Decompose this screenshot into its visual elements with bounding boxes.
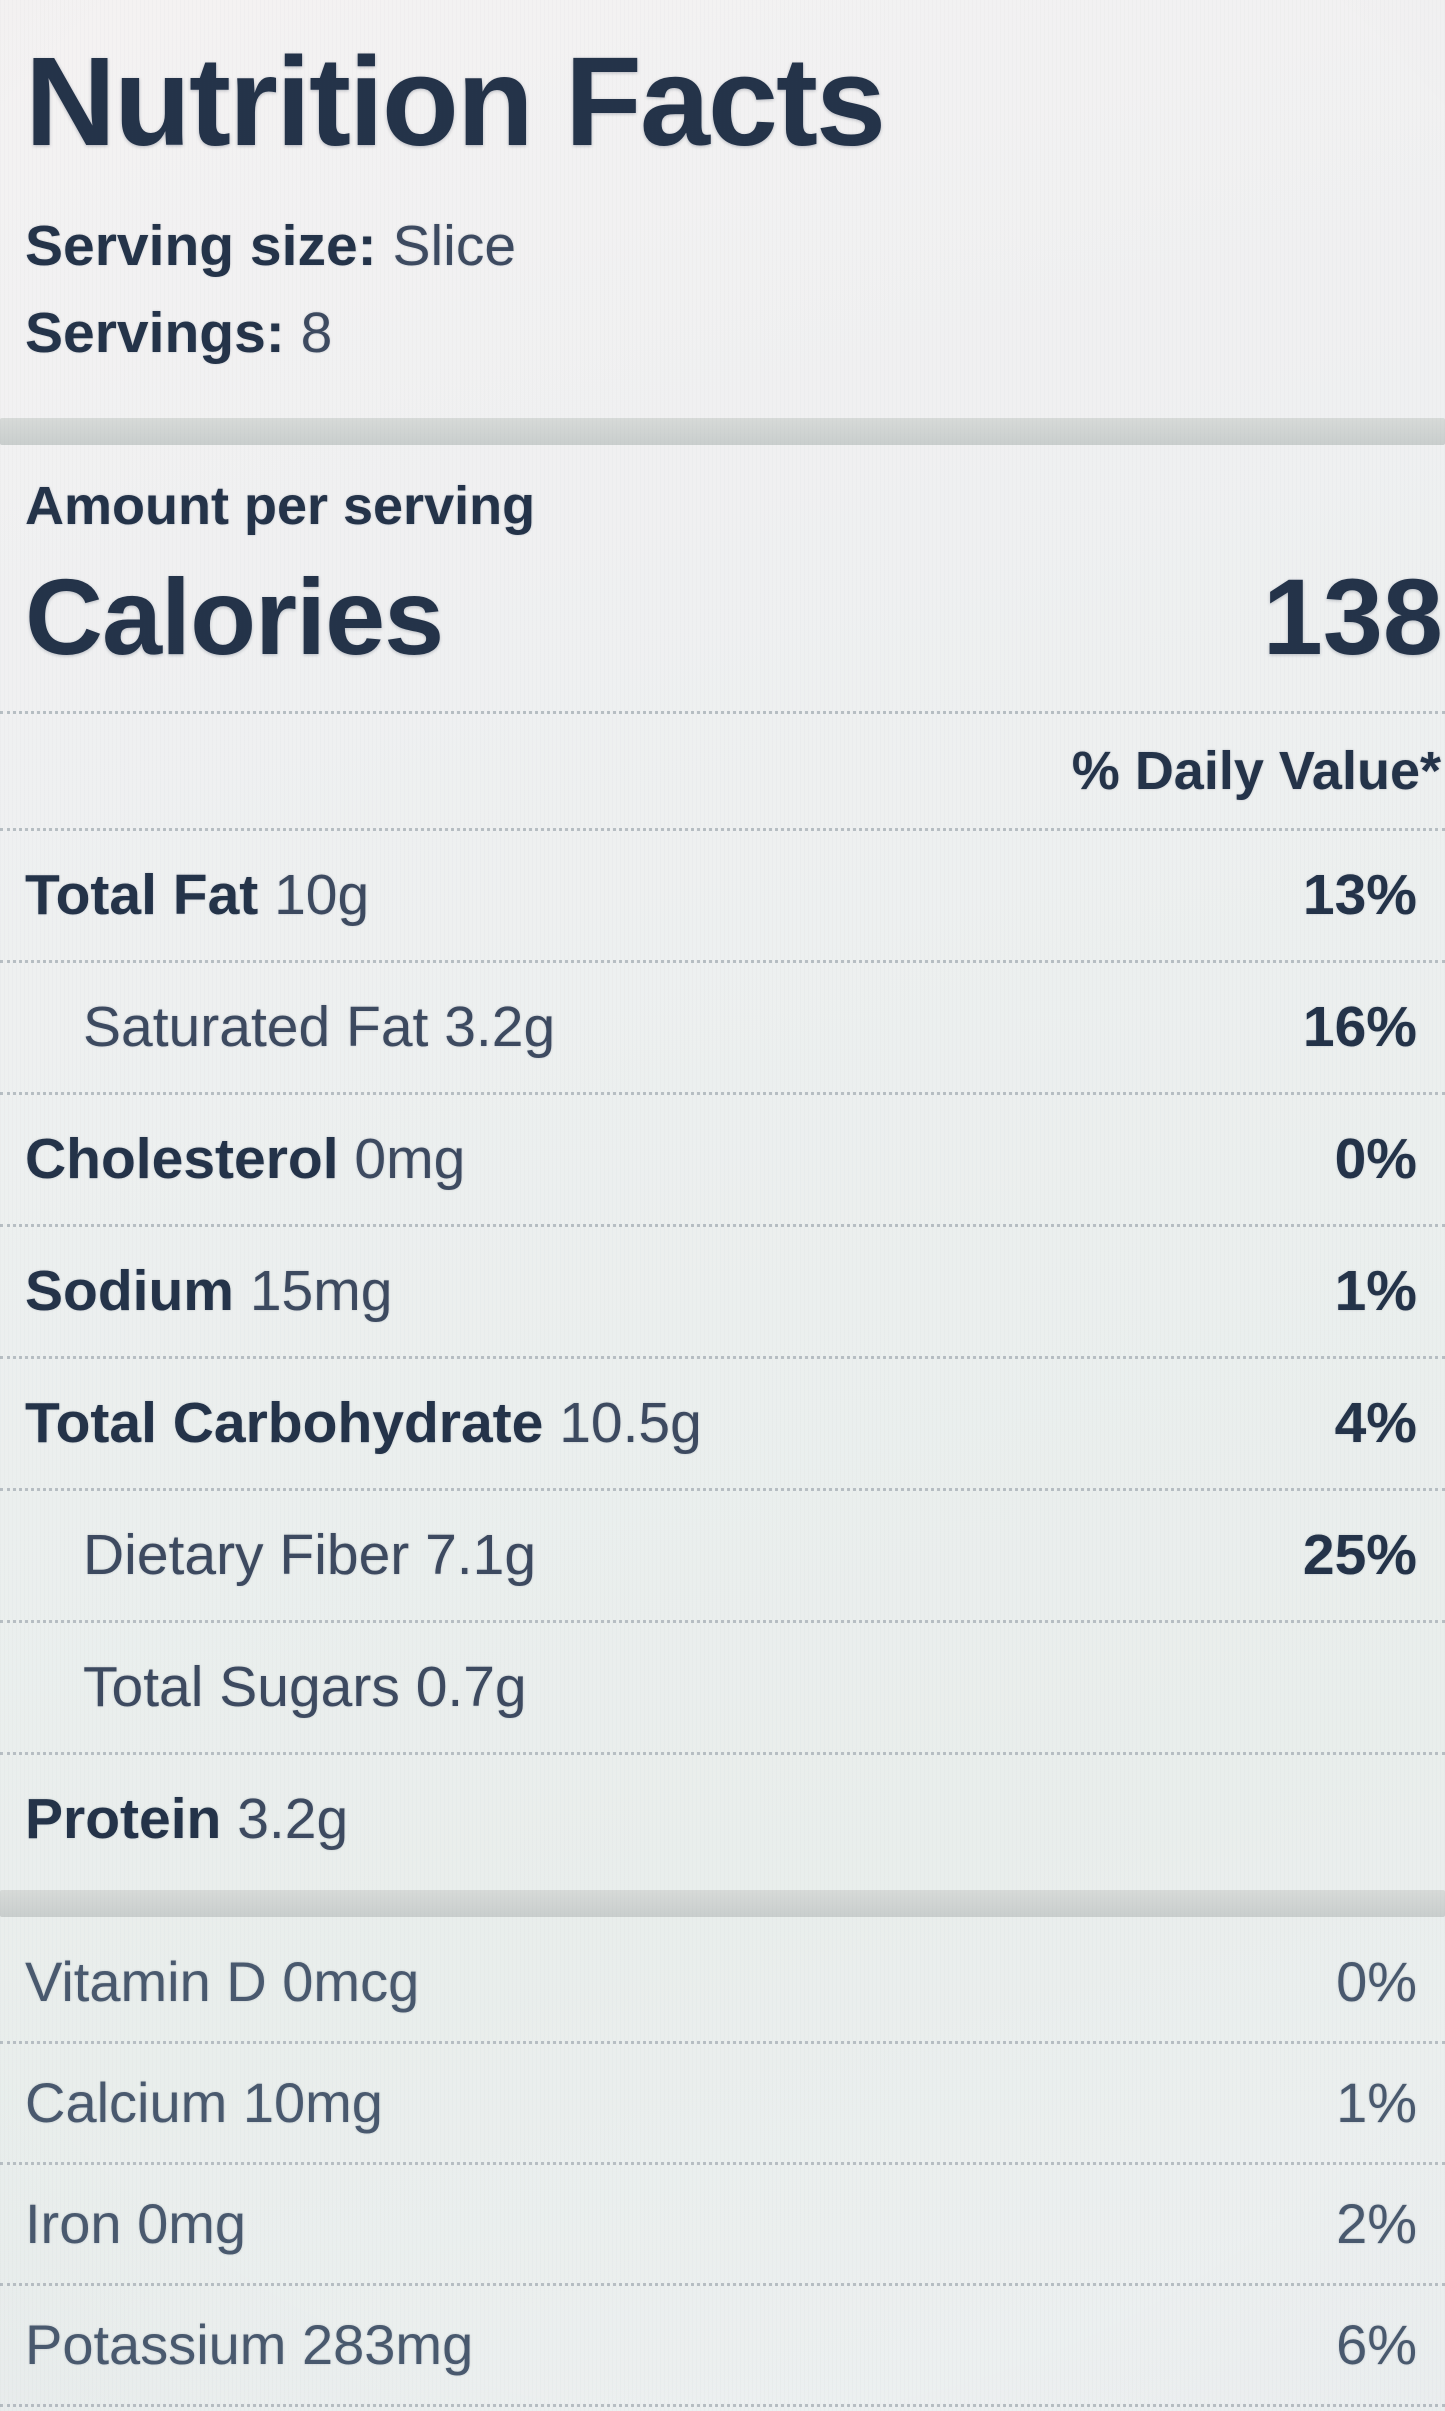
nutrient-row: Calcium 10mg 1% [0, 2041, 1445, 2162]
nutrient-name-amount: Cholesterol 0mg [25, 1127, 466, 1192]
nutrient-row: Saturated Fat 3.2g 16% [0, 960, 1445, 1092]
nutrient-row: Total Sugars 0.7g [0, 1620, 1445, 1752]
calories-value: 138 [1262, 556, 1443, 678]
nutrient-name-amount: Total Fat 10g [25, 863, 370, 928]
serving-size-label: Serving size: [25, 214, 377, 279]
nutrient-row: Cholesterol 0mg 0% [0, 1092, 1445, 1224]
nutrient-daily-value: 6% [1336, 2313, 1417, 2377]
servings-value: 8 [300, 301, 333, 366]
section-divider-bar [0, 1890, 1445, 1918]
section-divider-bar [0, 418, 1445, 446]
calories-row: Calories 138 [0, 556, 1445, 715]
nutrient-daily-value: 16% [1302, 995, 1417, 1060]
nutrient-name-amount: Dietary Fiber 7.1g [83, 1523, 537, 1588]
nutrient-daily-value: 4% [1334, 1391, 1417, 1456]
nutrient-name-amount: Total Sugars 0.7g [83, 1655, 527, 1720]
nutrient-row: Vitamin D 0mcg 0% [0, 1923, 1445, 2041]
serving-size-value: Slice [392, 214, 517, 279]
nutrient-row: Sodium 15mg 1% [0, 1224, 1445, 1356]
nutrient-name-amount: Calcium 10mg [25, 2071, 383, 2135]
nutrient-name-amount: Sodium 15mg [25, 1259, 393, 1324]
nutrient-row: Total Fat 10g 13% [0, 831, 1445, 960]
nutrient-name-amount: Protein 3.2g [25, 1787, 349, 1852]
serving-size-line: Serving size: Slice [0, 218, 1445, 275]
nutrient-daily-value: 1% [1334, 1259, 1417, 1324]
nutrient-daily-value: 0% [1336, 1950, 1417, 2014]
nutrient-row: Protein 3.2g [0, 1752, 1445, 1884]
nutrient-name-amount: Total Carbohydrate 10.5g [25, 1391, 702, 1456]
nutrient-name-amount: Potassium 283mg [25, 2313, 474, 2377]
nutrient-daily-value: 2% [1336, 2192, 1417, 2256]
nutrient-daily-value: 0% [1334, 1127, 1417, 1192]
label-title: Nutrition Facts [25, 31, 886, 172]
nutrient-name-amount: Iron 0mg [25, 2192, 246, 2256]
nutrient-daily-value: 13% [1302, 863, 1417, 928]
amount-per-serving-label: Amount per serving [25, 476, 536, 537]
nutrient-name-amount: Vitamin D 0mcg [25, 1950, 420, 2014]
nutrient-daily-value: 25% [1302, 1523, 1417, 1588]
calories-label: Calories [25, 556, 444, 678]
nutrient-name-amount: Saturated Fat 3.2g [83, 995, 556, 1060]
micronutrient-list: Vitamin D 0mcg 0% Calcium 10mg 1% Iron 0… [0, 1923, 1445, 2404]
daily-value-header: % Daily Value* [0, 714, 1445, 832]
servings-line: Servings: 8 [0, 305, 1445, 362]
nutrient-daily-value: 1% [1336, 2071, 1417, 2135]
nutrient-row: Potassium 283mg 6% [0, 2283, 1445, 2404]
nutrient-row: Total Carbohydrate 10.5g 4% [0, 1356, 1445, 1488]
nutrient-list: Total Fat 10g 13% Saturated Fat 3.2g 16%… [0, 831, 1445, 1884]
servings-label: Servings: [25, 301, 285, 366]
bottom-divider [0, 2404, 1445, 2408]
nutrient-row: Dietary Fiber 7.1g 25% [0, 1488, 1445, 1620]
nutrient-row: Iron 0mg 2% [0, 2162, 1445, 2283]
